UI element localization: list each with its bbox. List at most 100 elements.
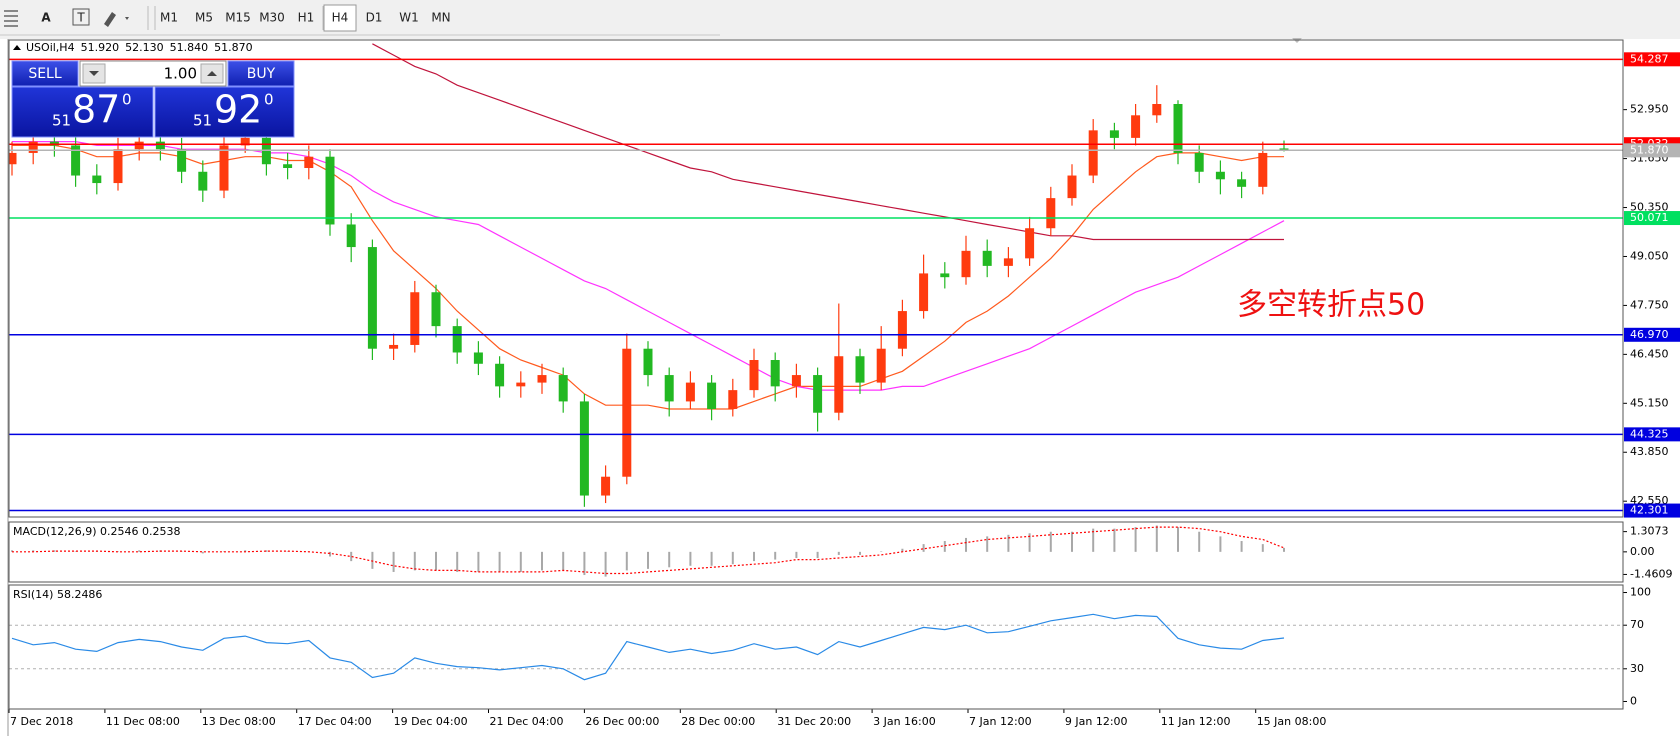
timeframe-button[interactable]: M5 [195, 11, 213, 25]
candle-body [1152, 104, 1162, 116]
level-label-box [1624, 327, 1680, 342]
ohlc-value: 51.870 [214, 41, 253, 54]
sell-price-big: 51 [52, 112, 71, 130]
one-click-trading: SELL 1.00 BUY 51 87 0 51 92 0 [11, 60, 295, 138]
pane-border [8, 584, 1624, 710]
y-tick-label: 45.150 [1630, 396, 1669, 409]
time-label: 13 Dec 08:00 [202, 715, 276, 728]
level-label-box [1624, 503, 1680, 518]
candle-body [982, 250, 992, 266]
ohlc-value: 51.840 [170, 41, 209, 54]
pane-border [8, 39, 1624, 518]
lot-value[interactable]: 1.00 [164, 65, 197, 83]
candle-body [198, 171, 208, 191]
time-label: 11 Jan 12:00 [1161, 715, 1231, 728]
candle-body [346, 224, 356, 248]
candle-body [1088, 130, 1098, 176]
price-plot [9, 43, 1289, 507]
candle-body [664, 375, 674, 402]
level-label: 42.301 [1630, 504, 1669, 517]
candle-body [92, 175, 102, 184]
candle-body [367, 247, 377, 349]
candle-body [1003, 258, 1013, 266]
y-tick-label: 52.950 [1630, 103, 1669, 116]
candle-body [495, 363, 505, 387]
y-tick-label: 1.3073 [1630, 525, 1669, 538]
candle-body [919, 273, 929, 312]
time-label: 28 Dec 00:00 [681, 715, 755, 728]
y-tick-label: 49.050 [1630, 249, 1669, 262]
level-label: 51.870 [1630, 143, 1669, 156]
candle-body [113, 149, 123, 184]
timeframe-button[interactable]: D1 [366, 11, 383, 25]
arrow-up [207, 71, 217, 76]
y-tick-label: 50.350 [1630, 201, 1669, 214]
level-label: 44.325 [1630, 427, 1669, 440]
candle-body [219, 145, 229, 191]
candle-body [1067, 175, 1077, 199]
label-tool[interactable] [72, 8, 90, 26]
level-label: 54.287 [1630, 52, 1669, 65]
y-tick-label: 43.850 [1630, 445, 1669, 458]
time-label: 11 Dec 08:00 [106, 715, 180, 728]
timeframe-button[interactable]: M15 [225, 11, 251, 25]
candle-body [1215, 171, 1225, 180]
candle-body [961, 250, 971, 278]
timeframe-button[interactable]: H1 [298, 11, 315, 25]
buy-price-box[interactable] [154, 86, 295, 138]
timeframe-button[interactable]: W1 [399, 11, 419, 25]
label-tool-icon: T [76, 11, 85, 25]
moving-average [372, 43, 1284, 241]
y-tick-label: 100 [1630, 586, 1651, 599]
candle-body [9, 152, 17, 165]
level-label-box [1624, 143, 1680, 158]
candle-body [1109, 130, 1119, 138]
candle-body [876, 348, 886, 383]
candle-body [579, 401, 589, 496]
symbol-title: USOil,H4 [26, 41, 75, 54]
candle-body [834, 356, 844, 413]
candle-body [643, 348, 653, 376]
objects-tool[interactable] [104, 12, 129, 27]
timeframe-button[interactable]: H4 [332, 11, 349, 25]
timeframe-button[interactable]: M1 [160, 11, 178, 25]
candle-body [685, 382, 695, 402]
candle-body [325, 156, 335, 225]
time-label: 7 Dec 2018 [10, 715, 73, 728]
indicator-title: MACD(12,26,9) 0.2546 0.2538 [13, 525, 181, 538]
buy-button[interactable] [227, 60, 295, 87]
time-label: 21 Dec 04:00 [490, 715, 564, 728]
y-tick-label: 46.450 [1630, 347, 1669, 360]
timeframe-button[interactable]: MN [431, 11, 450, 25]
candle-body [940, 273, 950, 278]
text-tool[interactable]: A [41, 11, 51, 25]
buy-price-pips: 92 [214, 88, 262, 132]
level-label-box [1624, 427, 1680, 442]
candle-body [1194, 152, 1204, 172]
buy-label: BUY [247, 66, 276, 82]
candle-body [134, 141, 144, 150]
candle-body [261, 137, 271, 165]
candle-body [1046, 198, 1056, 229]
candle-body [791, 375, 801, 387]
y-tick-label: 47.750 [1630, 298, 1669, 311]
y-tick-label: 70 [1630, 618, 1644, 631]
sell-button[interactable] [11, 60, 79, 87]
buy-price-fraction: 0 [264, 91, 274, 109]
sell-price-box[interactable] [11, 86, 154, 138]
time-label: 26 Dec 00:00 [585, 715, 659, 728]
sell-price-pips: 87 [72, 88, 120, 132]
candle-body [283, 164, 293, 169]
annotation: 多空转折点50 [1237, 288, 1425, 323]
grip-icon [4, 10, 18, 27]
candle-body [1237, 179, 1247, 187]
level-label: 50.071 [1630, 211, 1669, 224]
arrow-down [89, 71, 99, 76]
timeframe-button[interactable]: M30 [259, 11, 285, 25]
active-timeframe [323, 4, 357, 32]
chart-header: USOil,H4 51.920 52.130 51.840 51.870 [26, 41, 253, 54]
candle-body [749, 360, 759, 391]
time-label: 31 Dec 20:00 [777, 715, 851, 728]
